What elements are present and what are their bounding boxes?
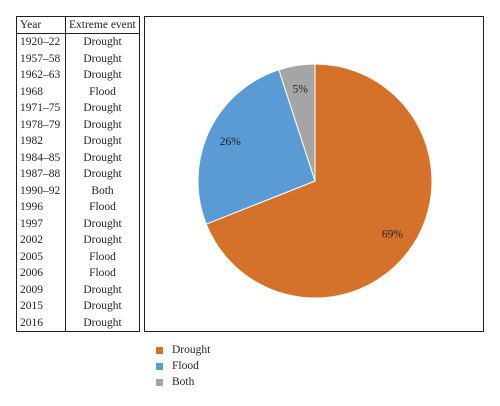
legend-item-flood: Flood (156, 358, 210, 374)
cell-event: Drought (83, 283, 122, 296)
table-row: 1971–75 Drought (17, 100, 139, 117)
legend-swatch (156, 362, 163, 370)
pie-label-both: 5% (293, 84, 309, 96)
events-table-box: Year Extreme event 1920–22 Drought 1957–58… (16, 16, 140, 332)
cell-event: Drought (83, 102, 122, 114)
table-row: 1984–85 Drought (17, 149, 139, 166)
table-row: 1997 Drought (17, 215, 139, 232)
cell-event: Drought (83, 69, 122, 81)
cell-event: Drought (83, 316, 122, 329)
table-row: 2006 Flood (17, 265, 139, 282)
table-row: 2016 Drought (17, 314, 139, 331)
pie-label-flood: 26% (220, 136, 242, 148)
legend-label: Both (172, 376, 195, 388)
table-row: 1957–58 Drought (17, 50, 139, 67)
legend-item-drought: Drought (156, 342, 210, 358)
cell-year: 1990–92 (17, 182, 66, 199)
legend-swatch (156, 346, 163, 354)
header-year: Year (17, 17, 66, 34)
cell-event: Flood (89, 267, 116, 279)
cell-event: Drought (83, 52, 122, 65)
cell-year: 2006 (17, 265, 66, 282)
chart-legend: Drought Flood Both (156, 342, 210, 390)
pie-slice-drought (205, 63, 433, 299)
table-row: 1982 Drought (17, 133, 139, 150)
table-row: 2015 Drought (17, 298, 139, 315)
cell-year: 2005 (17, 248, 66, 265)
cell-year: 1920–22 (17, 33, 66, 51)
cell-event: Drought (83, 234, 122, 246)
cell-event: Both (91, 184, 114, 197)
table-row: 1987–88 Drought (17, 166, 139, 183)
pie-chart-box: 69% 26% 5% (144, 16, 484, 332)
cell-event: Drought (83, 36, 122, 48)
table-row: 1920–22 Drought (17, 33, 139, 51)
table-header-row: Year Extreme event (17, 17, 139, 34)
table-row: 1990–92 Both (17, 182, 139, 199)
cell-event: Flood (89, 201, 116, 213)
legend-item-both: Both (156, 374, 210, 390)
cell-event: Drought (83, 118, 122, 131)
cell-year: 1968 (17, 83, 66, 100)
legend-label: Flood (172, 360, 199, 372)
table-row: 2009 Drought (17, 281, 139, 298)
table-row: 1978–79 Drought (17, 116, 139, 133)
cell-year: 2002 (17, 232, 66, 249)
cell-year: 1987–88 (17, 166, 66, 183)
cell-event: Drought (83, 151, 122, 164)
pie-slice-both (278, 63, 316, 182)
cell-year: 1996 (17, 199, 66, 216)
cell-event: Drought (83, 217, 122, 230)
events-table: Year Extreme event 1920–22 Drought 1957–58… (17, 17, 139, 331)
pie-chart: 69% 26% 5% (197, 63, 433, 299)
cell-year: 1971–75 (17, 100, 66, 117)
header-extreme-event: Extreme event (65, 17, 139, 34)
cell-year: 1982 (17, 133, 66, 150)
legend-label: Drought (172, 344, 211, 356)
table-row: 1968 Flood (17, 83, 139, 100)
cell-year: 1957–58 (17, 50, 66, 67)
cell-event: Drought (83, 300, 122, 312)
cell-event: Drought (83, 135, 122, 147)
pie-label-drought: 69% (382, 229, 404, 241)
cell-year: 1962–63 (17, 67, 66, 84)
table-row: 1962–63 Drought (17, 67, 139, 84)
legend-swatch (156, 378, 163, 386)
cell-year: 2016 (17, 314, 66, 331)
cell-year: 2009 (17, 281, 66, 298)
pie-slice-flood (197, 69, 316, 225)
cell-year: 1997 (17, 215, 66, 232)
table-row: 2005 Flood (17, 248, 139, 265)
table-row: 2002 Drought (17, 232, 139, 249)
cell-year: 1978–79 (17, 116, 66, 133)
cell-year: 2015 (17, 298, 66, 315)
cell-event: Flood (89, 85, 116, 98)
cell-year: 1984–85 (17, 149, 66, 166)
cell-event: Flood (89, 250, 116, 263)
cell-event: Drought (83, 168, 122, 180)
table-row: 1996 Flood (17, 199, 139, 216)
